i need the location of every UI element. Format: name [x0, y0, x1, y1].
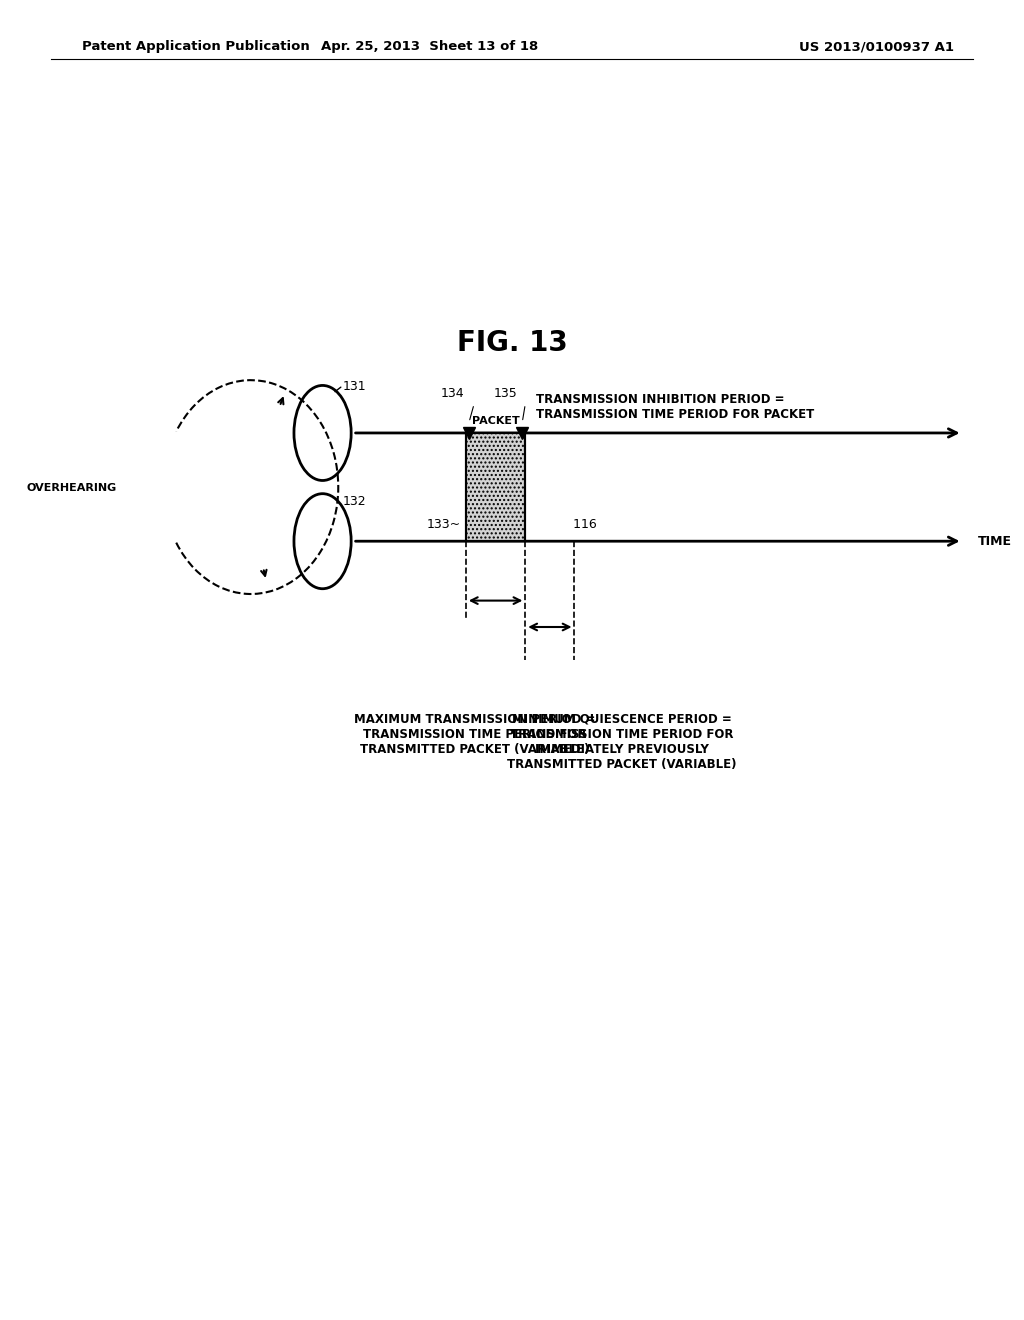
- FancyBboxPatch shape: [466, 433, 525, 541]
- Text: TIME: TIME: [978, 535, 1012, 548]
- Text: US 2013/0100937 A1: US 2013/0100937 A1: [799, 40, 953, 53]
- Text: OVERHEARING: OVERHEARING: [27, 483, 117, 494]
- Text: 131: 131: [342, 380, 366, 393]
- Text: PACKET: PACKET: [472, 416, 519, 426]
- Text: MAXIMUM TRANSMISSION PERIOD =
TRANSMISSION TIME PERIOD FOR
TRANSMITTED PACKET (V: MAXIMUM TRANSMISSION PERIOD = TRANSMISSI…: [354, 713, 596, 756]
- Text: 133~: 133~: [427, 517, 461, 531]
- Text: TRANSMISSION INHIBITION PERIOD =
TRANSMISSION TIME PERIOD FOR PACKET: TRANSMISSION INHIBITION PERIOD = TRANSMI…: [536, 392, 814, 421]
- Text: Apr. 25, 2013  Sheet 13 of 18: Apr. 25, 2013 Sheet 13 of 18: [322, 40, 539, 53]
- Text: 134: 134: [440, 387, 464, 400]
- Text: Patent Application Publication: Patent Application Publication: [82, 40, 309, 53]
- Text: 132: 132: [342, 495, 366, 508]
- Text: 116: 116: [571, 517, 597, 531]
- Text: FIG. 13: FIG. 13: [457, 329, 567, 358]
- Text: MINIMUM QUIESCENCE PERIOD =
TRANSMISSION TIME PERIOD FOR
IMMEDIATELY PREVIOUSLY
: MINIMUM QUIESCENCE PERIOD = TRANSMISSION…: [507, 713, 736, 771]
- Text: 135: 135: [494, 387, 517, 400]
